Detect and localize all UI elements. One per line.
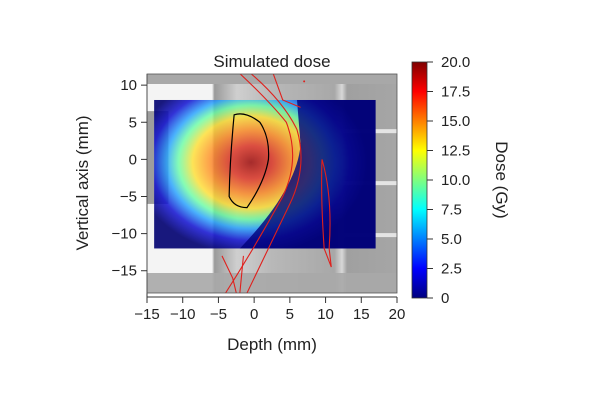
x-axis-label: Depth (mm) bbox=[227, 335, 317, 354]
colorbar-tick-label: 0 bbox=[441, 290, 449, 307]
structure-contour bbox=[246, 74, 302, 293]
ct-bottom-band bbox=[147, 273, 397, 293]
structure-point bbox=[303, 80, 306, 83]
x-tick-label: 10 bbox=[317, 306, 334, 323]
x-tick-label: 15 bbox=[353, 306, 370, 323]
colorbar-tick-label: 12.5 bbox=[441, 143, 470, 160]
ct-top-band bbox=[147, 74, 397, 84]
y-tick-label: 0 bbox=[129, 151, 137, 168]
x-tick-label: 0 bbox=[250, 306, 258, 323]
structure-contour bbox=[321, 159, 332, 268]
target-contour bbox=[228, 113, 270, 209]
y-tick-label: 5 bbox=[129, 114, 137, 131]
x-tick-label: 5 bbox=[286, 306, 294, 323]
colorbar-tick-label: 10.0 bbox=[441, 172, 470, 189]
y-tick-label: −15 bbox=[112, 263, 137, 280]
y-axis-label: Vertical axis (mm) bbox=[73, 115, 92, 250]
y-tick-label: 10 bbox=[120, 77, 137, 94]
colorbar-tick-label: 2.5 bbox=[441, 261, 462, 278]
dose-distal-region bbox=[239, 99, 376, 249]
colorbar-tick-label: 20.0 bbox=[441, 54, 470, 71]
colorbar-gradient bbox=[411, 61, 428, 299]
structure-contour bbox=[221, 255, 244, 293]
y-tick-label: −5 bbox=[120, 188, 137, 205]
x-tick-label: −5 bbox=[210, 306, 227, 323]
structure-contour bbox=[225, 74, 294, 293]
chart-title: Simulated dose bbox=[213, 52, 330, 71]
colorbar-tick-label: 7.5 bbox=[441, 202, 462, 219]
plot-area bbox=[147, 74, 397, 293]
colorbar-label: Dose (Gy) bbox=[492, 141, 511, 218]
colorbar-tick-label: 15.0 bbox=[441, 113, 470, 130]
plot-frame bbox=[146, 73, 398, 294]
x-tick-label: −15 bbox=[134, 306, 159, 323]
structure-contour bbox=[272, 74, 301, 108]
x-tick-label: 20 bbox=[389, 306, 406, 323]
colorbar-tick-label: 17.5 bbox=[441, 84, 470, 101]
axes: −15 −10 −5 0 5 10 15 20 10 5 0 −5 −10 −15 bbox=[112, 73, 406, 323]
colorbar: 0 2.5 5.0 7.5 10.0 12.5 15.0 17.5 20.0 bbox=[411, 54, 470, 307]
y-tick-label: −10 bbox=[112, 226, 137, 243]
x-tick-label: −10 bbox=[170, 306, 195, 323]
colorbar-tick-label: 5.0 bbox=[441, 231, 462, 248]
